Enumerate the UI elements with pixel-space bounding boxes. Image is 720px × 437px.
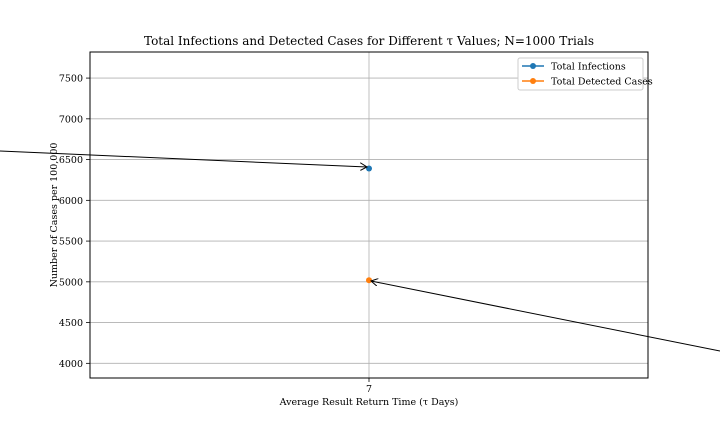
y-axis-label: Number of Cases per 100,000 bbox=[49, 143, 60, 288]
chart-title: Total Infections and Detected Cases for … bbox=[144, 34, 594, 48]
y-tick-label: 5500 bbox=[59, 237, 83, 248]
data-point-total-infections bbox=[366, 165, 372, 172]
annotation-arrow-detected bbox=[371, 281, 720, 352]
y-tick-label: 5000 bbox=[59, 277, 83, 288]
y-tick-label: 6500 bbox=[59, 155, 83, 166]
x-axis-label: Average Result Return Time (τ Days) bbox=[279, 397, 459, 408]
y-tick-label: 6000 bbox=[59, 196, 83, 207]
legend-marker bbox=[530, 78, 536, 84]
legend-label: Total Infections bbox=[551, 62, 626, 73]
y-tick-label: 4500 bbox=[59, 318, 83, 329]
y-tick-label: 4000 bbox=[59, 359, 83, 370]
x-tick-label: 7 bbox=[366, 384, 372, 395]
grid-lines bbox=[90, 52, 648, 378]
annotation-arrow-infections bbox=[0, 150, 367, 167]
legend-box bbox=[517, 57, 644, 91]
data-point-total-detected-cases bbox=[366, 277, 372, 284]
plot-area bbox=[89, 51, 649, 379]
y-tick-label: 7500 bbox=[59, 74, 83, 85]
legend-marker bbox=[530, 63, 536, 69]
legend-label: Total Detected Cases bbox=[551, 77, 653, 88]
y-tick-label: 7000 bbox=[59, 114, 83, 125]
legend: Total Infections Total Detected Cases bbox=[517, 57, 653, 91]
axis-ticks: 4000 4500 5000 5500 6000 6500 7000 7500 7 bbox=[59, 74, 372, 395]
